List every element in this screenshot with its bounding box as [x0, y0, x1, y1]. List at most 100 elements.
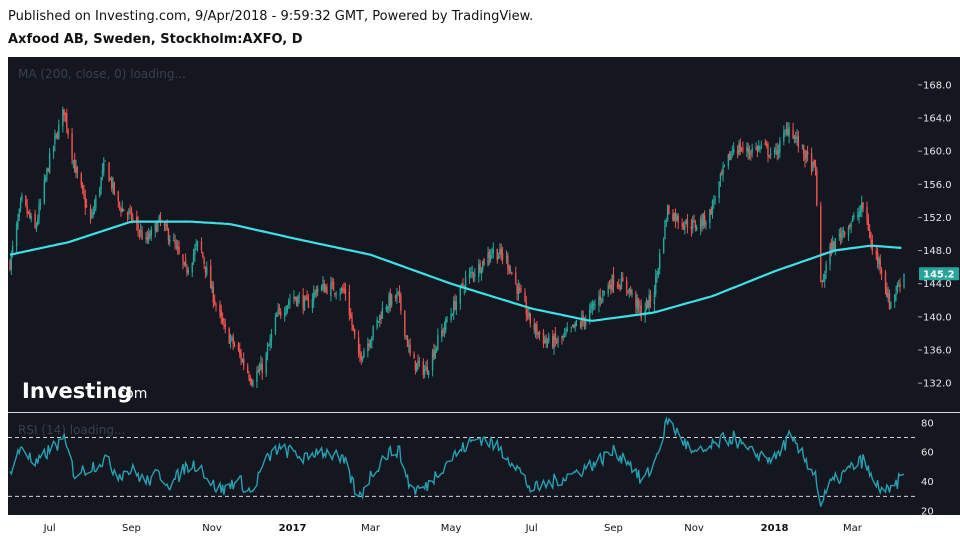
candle-body: [285, 310, 287, 314]
candle-body: [517, 286, 520, 294]
x-tick-label: 2017: [279, 523, 307, 534]
published-note: Published on Investing.com, 9/Apr/2018 -…: [8, 9, 534, 24]
candle-body: [685, 219, 687, 224]
candle-body: [566, 328, 568, 331]
candle-body: [821, 281, 823, 283]
candle-body: [681, 223, 683, 226]
last-price-label: 145.2: [923, 269, 955, 280]
candle-body: [711, 200, 714, 214]
candle-body: [413, 354, 415, 359]
candle-body: [813, 159, 815, 166]
candle-body: [66, 112, 68, 129]
candle-body: [868, 229, 871, 238]
price-tick-label: 156.0: [923, 180, 952, 191]
candle-body: [603, 291, 605, 293]
candle-body: [563, 332, 566, 334]
candle-body: [690, 225, 693, 230]
candle-body: [571, 324, 574, 327]
candle-body: [353, 328, 356, 335]
candle-body: [95, 197, 97, 208]
candle-body: [516, 283, 518, 294]
candle-body: [657, 268, 660, 276]
candle-body: [248, 374, 250, 379]
candle-body: [35, 224, 38, 229]
candle-body: [470, 271, 472, 273]
candle-body: [380, 316, 382, 319]
candle-body: [47, 168, 49, 172]
rsi-tick-label: 60: [921, 448, 934, 459]
candle-body: [159, 218, 162, 222]
candle-body: [797, 136, 800, 147]
candle-body: [434, 349, 436, 359]
candle-body: [524, 291, 526, 302]
candle-body: [386, 306, 389, 310]
candle-body: [307, 299, 310, 308]
candle-body: [710, 208, 712, 215]
candle-body: [252, 382, 254, 386]
candle-body: [101, 169, 104, 176]
candle-body: [416, 363, 418, 372]
candle-body: [825, 264, 827, 273]
candle-body: [769, 153, 772, 156]
candle-body: [166, 223, 168, 230]
candle-body: [157, 221, 159, 231]
candle-body: [136, 216, 138, 224]
candle-body: [784, 131, 786, 133]
candle-body: [194, 248, 196, 255]
candle-body: [602, 290, 604, 297]
candle-body: [38, 205, 40, 220]
candle-body: [899, 283, 901, 288]
candle-body: [277, 310, 279, 315]
candle-body: [178, 246, 180, 254]
candle-body: [474, 274, 476, 277]
candle-body: [368, 343, 370, 346]
candle-body: [719, 173, 722, 180]
candle-body: [149, 234, 151, 238]
candle-body: [81, 184, 84, 190]
price-tick-label: 148.0: [923, 246, 952, 257]
candle-body: [371, 337, 373, 342]
candle-body: [739, 142, 741, 152]
candle-body: [379, 314, 381, 321]
candle-body: [29, 212, 31, 218]
candle-body: [385, 306, 388, 310]
candle-body: [120, 208, 122, 212]
candle-body: [591, 303, 594, 309]
candle-body: [525, 301, 528, 316]
candle-body: [141, 231, 143, 240]
candle-body: [876, 253, 879, 262]
candle-body: [616, 285, 619, 287]
candle-body: [260, 363, 262, 371]
candle-body: [886, 288, 888, 298]
candle-body: [220, 310, 222, 317]
candle-body: [471, 272, 473, 274]
rsi-line: [9, 416, 905, 507]
candle-body: [721, 171, 723, 174]
candle-body: [764, 142, 767, 145]
candle-body: [483, 258, 485, 265]
candle-body: [315, 291, 318, 295]
candle-body: [46, 168, 48, 176]
candle-body: [367, 343, 369, 352]
candle-body: [43, 179, 46, 203]
candle-body: [240, 353, 242, 361]
candle-body: [409, 344, 411, 354]
candle-body: [303, 296, 306, 311]
candle-body: [625, 280, 628, 290]
candle-body: [202, 252, 204, 258]
candle-body: [30, 215, 32, 220]
candle-body: [261, 364, 263, 374]
candle-body: [64, 112, 67, 116]
candle-body: [257, 370, 259, 373]
x-tick-label: Sep: [604, 523, 623, 534]
candle-body: [890, 301, 892, 308]
candle-body: [582, 315, 584, 321]
price-tick-label: 144.0: [923, 279, 952, 290]
candle-body: [140, 230, 142, 232]
candle-body: [610, 284, 612, 290]
candle-body: [121, 207, 123, 212]
candle-body: [302, 294, 304, 309]
candle-body: [239, 349, 241, 354]
rsi-panel-bg: [8, 413, 918, 515]
candle-body: [795, 137, 797, 139]
